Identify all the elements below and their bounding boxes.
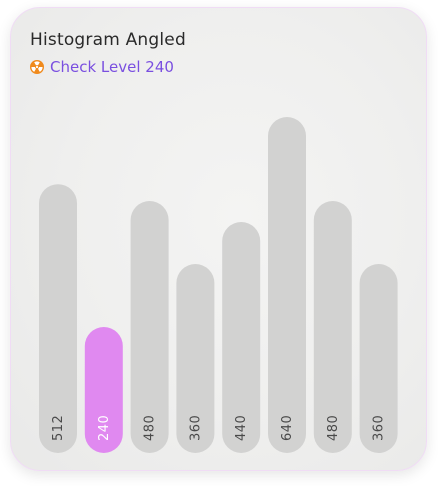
histogram-bar[interactable]: [176, 264, 215, 453]
highlighted-bar[interactable]: [84, 327, 123, 453]
histogram-bar[interactable]: [313, 201, 352, 453]
radiation-icon: [30, 60, 44, 74]
bar-value-label: 360: [188, 415, 203, 441]
histogram-bar[interactable]: [359, 264, 398, 453]
bar-value-label: 480: [143, 415, 158, 441]
subtitle-text: Check Level 240: [50, 58, 174, 76]
bar-value-label: 640: [280, 415, 295, 441]
histogram-bar[interactable]: [222, 222, 261, 453]
histogram-card: Histogram Angled Check Level 240: [10, 7, 427, 471]
check-level-subtitle[interactable]: Check Level 240: [30, 58, 174, 76]
bar-value-label: 480: [326, 415, 341, 441]
bar-value-label: 440: [234, 415, 249, 441]
bar-value-label: 360: [372, 415, 387, 441]
card-title: Histogram Angled: [30, 30, 186, 50]
bar-value-label: 512: [51, 415, 66, 441]
histogram-bar[interactable]: [39, 184, 77, 453]
histogram-bar[interactable]: [268, 117, 306, 453]
histogram-bar[interactable]: [130, 201, 169, 453]
bar-value-label: 240: [97, 415, 112, 441]
